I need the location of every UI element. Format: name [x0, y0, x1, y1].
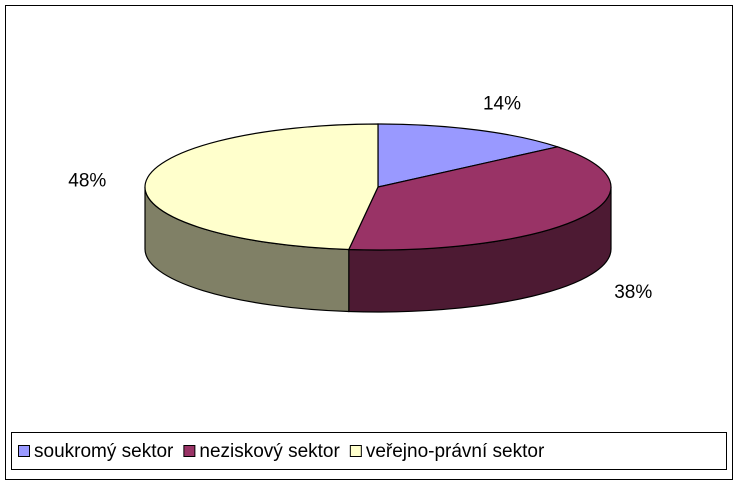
data-label: 48% [68, 170, 106, 191]
data-label: 38% [614, 282, 652, 303]
legend-label: neziskový sektor [199, 441, 340, 462]
legend-swatch [18, 445, 30, 457]
pie-slice [144, 123, 379, 251]
legend-label: soukromý sektor [34, 441, 174, 462]
legend-swatch [183, 445, 196, 457]
pie-slice [377, 123, 560, 188]
legend-box [11, 432, 727, 470]
legend-label: veřejno-právní sektor [366, 441, 545, 462]
data-label: 14% [483, 93, 521, 114]
legend-swatch [349, 445, 362, 457]
pie-slice [347, 146, 612, 251]
